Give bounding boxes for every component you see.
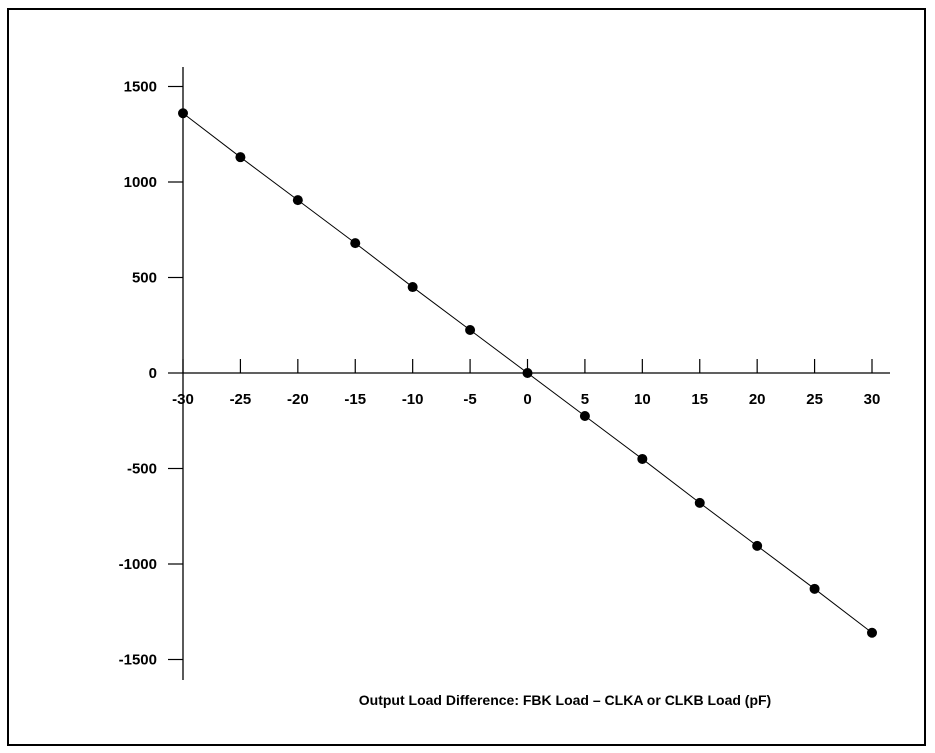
- data-point: [809, 583, 820, 594]
- x-tick-label: 20: [749, 391, 766, 408]
- y-tick-label: 1500: [124, 79, 157, 96]
- data-point: [522, 368, 533, 378]
- axes: [182, 67, 890, 680]
- data-point: [292, 195, 303, 206]
- x-tick-label: 10: [634, 391, 651, 408]
- x-tick-label: 30: [864, 391, 881, 408]
- y-tick-label: -1500: [119, 652, 157, 669]
- y-axis-ticks: 1500 1000 500 0 -500 -1000 -1500: [119, 79, 183, 669]
- data-point: [407, 282, 418, 293]
- x-tick-label: 25: [806, 391, 823, 408]
- data-point: [867, 627, 877, 638]
- x-axis-ticks: -30 -25 -20 -15 -10 -5 0 5 10 15 20 25 30: [172, 359, 880, 408]
- data-point: [465, 325, 476, 336]
- y-tick-label: 0: [149, 365, 157, 382]
- x-tick-label: -25: [230, 391, 252, 408]
- x-tick-label: -5: [463, 391, 476, 408]
- x-tick-label: 0: [523, 391, 531, 408]
- y-tick-label: -1000: [119, 556, 157, 573]
- y-tick-label: -500: [127, 461, 157, 478]
- chart-frame: [7, 8, 926, 746]
- data-point: [637, 453, 648, 464]
- x-tick-label: 15: [691, 391, 708, 408]
- data-point: [579, 410, 590, 421]
- y-tick-label: 500: [132, 270, 157, 287]
- x-tick-label: 5: [581, 391, 589, 408]
- x-tick-label: -20: [287, 391, 309, 408]
- x-tick-label: -10: [402, 391, 424, 408]
- data-point: [235, 152, 246, 163]
- x-tick-label: -30: [172, 391, 194, 408]
- y-tick-label: 1000: [124, 174, 157, 191]
- data-points: [178, 108, 877, 638]
- data-point: [350, 238, 361, 249]
- data-point: [694, 497, 705, 508]
- data-point: [752, 540, 763, 551]
- x-tick-label: -15: [344, 391, 366, 408]
- data-point: [178, 108, 188, 119]
- x-axis-label: Output Load Difference: FBK Load – CLKA …: [359, 692, 771, 708]
